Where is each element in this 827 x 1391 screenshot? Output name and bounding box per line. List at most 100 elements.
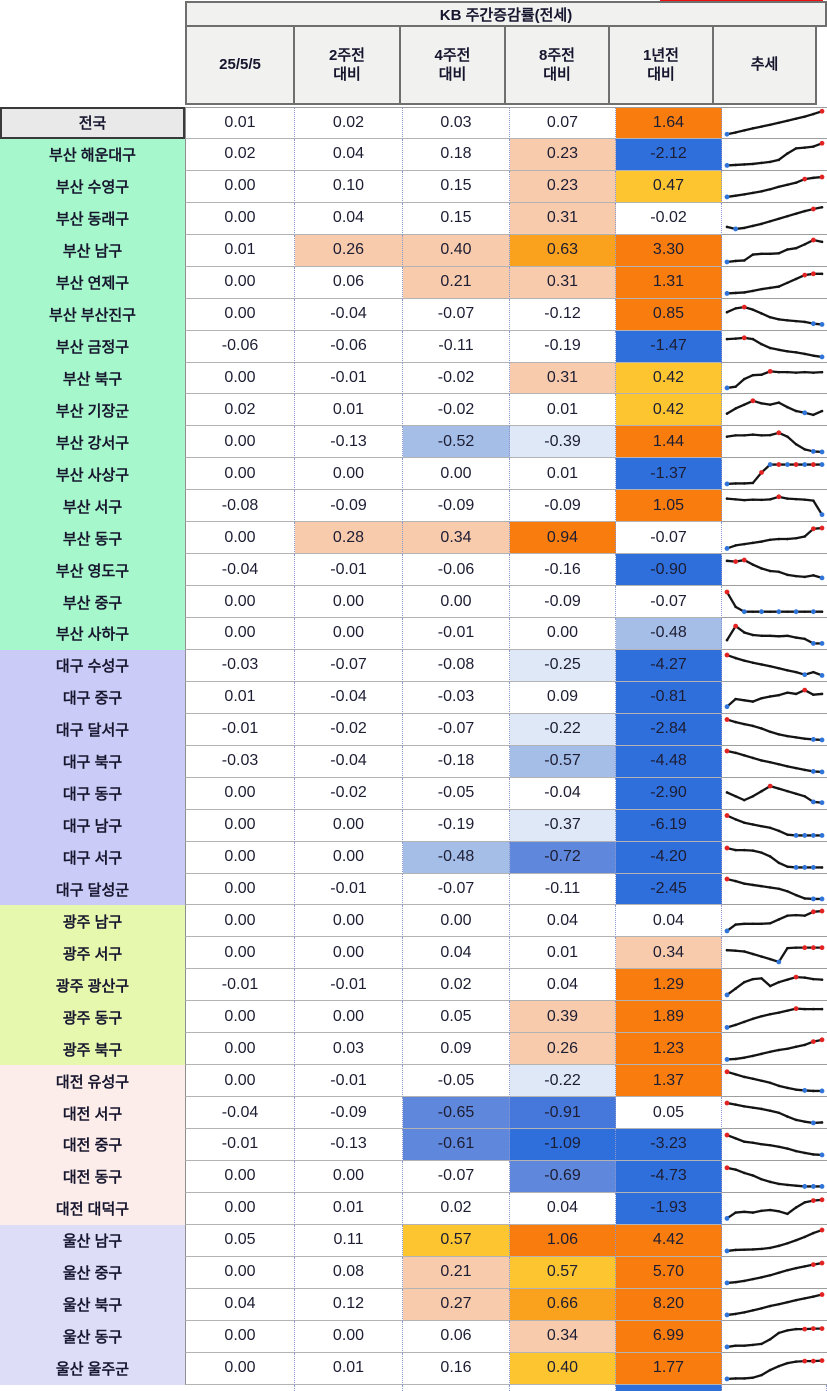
value-cell: 0.00 xyxy=(185,298,295,331)
trend-cell xyxy=(722,649,827,682)
spark-min-dot xyxy=(819,321,825,327)
spark-max-dot xyxy=(724,1165,730,1171)
value-cell: -0.07 xyxy=(616,586,722,618)
value-cell: -0.01 xyxy=(185,713,295,746)
table-row: 광주 광산구 -0.01 -0.01 0.02 0.04 1.29 xyxy=(0,969,827,1002)
spark-min-dot xyxy=(724,1248,730,1254)
trend-sparkline xyxy=(725,205,824,232)
region-cell: 부산 북구 xyxy=(0,362,185,395)
value-cell: -0.05 xyxy=(403,1065,510,1098)
table-row: 대전 대덕구 0.00 0.01 0.02 0.04 -1.93 xyxy=(0,1192,827,1225)
value-cell: -0.06 xyxy=(403,554,510,587)
spark-min-dot xyxy=(802,864,808,870)
spark-min-dot xyxy=(802,832,808,838)
spark-max-dot xyxy=(724,1132,730,1138)
spark-max-dot xyxy=(810,909,816,915)
trend-sparkline xyxy=(724,1325,825,1349)
partial-cell xyxy=(722,1384,827,1391)
partial-cell xyxy=(0,1384,185,1391)
value-cell: -0.22 xyxy=(510,1065,616,1098)
table-row: 부산 기장군 0.02 0.01 -0.02 0.01 0.42 xyxy=(0,394,827,427)
value-cell: 0.00 xyxy=(295,905,403,938)
spark-min-dot xyxy=(819,641,825,646)
trend-cell xyxy=(722,1352,827,1385)
spark-min-dot xyxy=(767,462,773,468)
column-header-date: 25/5/5 xyxy=(185,25,295,105)
table-row: 광주 서구 0.00 0.00 0.04 0.01 0.34 xyxy=(0,937,827,970)
column-header-1y: 1년전 대비 xyxy=(608,25,714,105)
region-cell: 울산 중구 xyxy=(0,1256,185,1289)
spark-min-dot xyxy=(724,704,730,709)
region-cell: 대구 중구 xyxy=(0,681,185,714)
spark-min-dot xyxy=(819,672,825,678)
spark-min-dot xyxy=(819,832,825,838)
region-cell: 대전 중구 xyxy=(0,1129,185,1161)
value-cell: -1.93 xyxy=(616,1192,722,1225)
value-cell: 0.39 xyxy=(510,1001,616,1034)
spark-max-dot xyxy=(776,462,782,468)
spark-min-dot xyxy=(724,132,730,138)
table-row: 부산 부산진구 0.00 -0.04 -0.07 -0.12 0.85 xyxy=(0,298,827,331)
value-cell: -0.19 xyxy=(403,809,510,842)
trend-sparkline xyxy=(724,462,825,487)
partial-cell xyxy=(403,1384,510,1391)
spark-min-dot xyxy=(724,194,730,200)
value-cell: -0.07 xyxy=(403,298,510,331)
spark-min-dot xyxy=(802,1183,808,1189)
value-cell: 0.05 xyxy=(616,1097,722,1129)
trend-sparkline xyxy=(725,304,825,327)
value-cell: 1.05 xyxy=(616,490,722,523)
region-cell: 부산 수영구 xyxy=(0,170,185,203)
value-cell: 0.00 xyxy=(185,202,295,235)
trend-cell xyxy=(722,713,827,746)
value-cell: -0.04 xyxy=(185,554,295,587)
value-cell: 0.01 xyxy=(185,681,295,714)
trend-cell xyxy=(722,202,827,235)
table-row: 대구 동구 0.00 -0.02 -0.05 -0.04 -2.90 xyxy=(0,777,827,810)
table-row: 부산 북구 0.00 -0.01 -0.02 0.31 0.42 xyxy=(0,362,827,395)
trend-cell xyxy=(722,937,827,970)
spark-max-dot xyxy=(724,1100,730,1106)
spark-min-dot xyxy=(724,1057,730,1063)
table-row: 부산 해운대구 0.02 0.04 0.18 0.23 -2.12 xyxy=(0,138,827,171)
value-cell: 0.27 xyxy=(403,1288,510,1321)
value-cell: -0.13 xyxy=(295,426,403,459)
spark-max-dot xyxy=(810,526,816,532)
spark-min-dot xyxy=(724,1280,730,1286)
value-cell: -0.19 xyxy=(510,330,616,363)
region-cell: 울산 울주군 xyxy=(0,1352,185,1385)
spark-max-dot xyxy=(810,1198,816,1203)
trend-cell xyxy=(722,107,827,139)
value-cell: 0.00 xyxy=(295,458,403,491)
value-cell: 0.00 xyxy=(185,1352,295,1385)
table-row: 부산 영도구 -0.04 -0.01 -0.06 -0.16 -0.90 xyxy=(0,554,827,587)
trend-cell xyxy=(722,1288,827,1321)
value-cell: 4.42 xyxy=(616,1224,722,1257)
value-cell: 0.08 xyxy=(295,1256,403,1289)
value-cell: 0.01 xyxy=(295,1192,403,1225)
table-title-label: KB 주간증감률(전세) xyxy=(439,6,573,24)
spark-min-dot xyxy=(810,320,816,326)
table-row: 울산 북구 0.04 0.12 0.27 0.66 8.20 xyxy=(0,1288,827,1321)
value-cell: 0.31 xyxy=(510,266,616,299)
value-cell: 1.64 xyxy=(616,107,722,139)
trend-cell xyxy=(722,266,827,299)
spark-min-dot xyxy=(724,928,730,934)
value-cell: 0.02 xyxy=(295,107,403,139)
region-cell: 대전 동구 xyxy=(0,1160,185,1193)
table-row: 대구 남구 0.00 0.00 -0.19 -0.37 -6.19 xyxy=(0,809,827,842)
spark-min-dot xyxy=(819,799,825,805)
value-cell: -0.01 xyxy=(403,618,510,650)
region-cell: 부산 강서구 xyxy=(0,426,185,459)
value-cell: 0.47 xyxy=(616,170,722,203)
value-cell: 0.11 xyxy=(295,1224,403,1257)
spark-max-dot xyxy=(750,398,756,404)
spark-min-dot xyxy=(819,354,825,359)
value-cell: 0.26 xyxy=(510,1033,616,1066)
trend-cell xyxy=(722,618,827,650)
region-cell: 대구 남구 xyxy=(0,809,185,842)
table-row: 대전 서구 -0.04 -0.09 -0.65 -0.91 0.05 xyxy=(0,1097,827,1129)
value-cell: 0.01 xyxy=(185,107,295,139)
trend-sparkline xyxy=(724,1260,825,1286)
table-row: 울산 울주군 0.00 0.01 0.16 0.40 1.77 xyxy=(0,1352,827,1385)
